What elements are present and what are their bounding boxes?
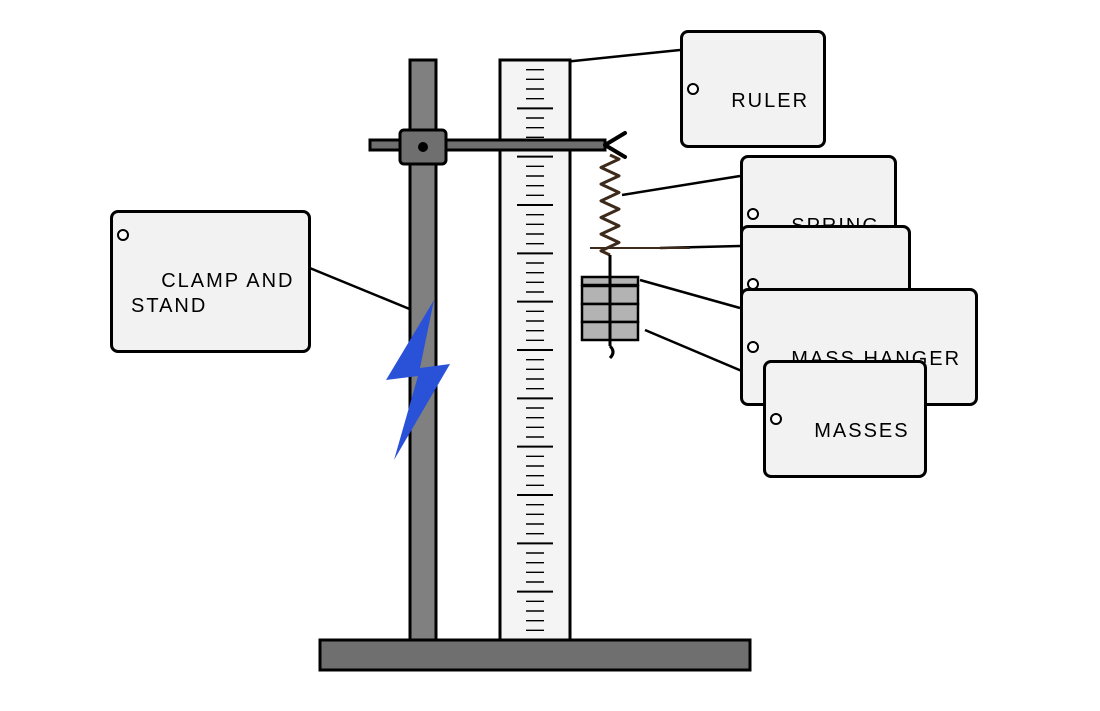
tag-hole-icon xyxy=(770,413,782,425)
label-clamp-stand-text: CLAMP AND STAND xyxy=(131,270,294,317)
tag-hole-icon xyxy=(687,83,699,95)
tag-hole-icon xyxy=(747,208,759,220)
tag-hole-icon xyxy=(747,341,759,353)
tag-hole-icon xyxy=(117,229,129,241)
label-masses: MASSES xyxy=(763,360,927,478)
diagram-canvas: RULER SPRING POINTER MASS HANGER MASSES … xyxy=(0,0,1100,711)
label-ruler-text: RULER xyxy=(731,90,809,112)
label-ruler: RULER xyxy=(680,30,826,148)
label-clamp-stand: CLAMP AND STAND xyxy=(110,210,311,353)
label-masses-text: MASSES xyxy=(814,420,909,442)
